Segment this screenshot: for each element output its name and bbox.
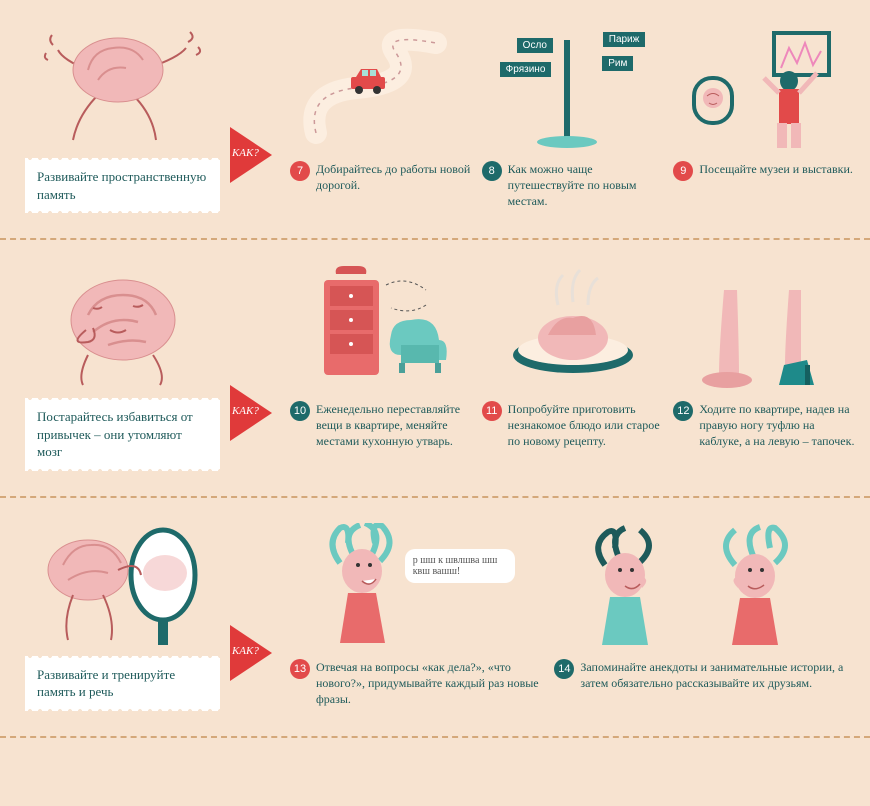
tip-text-row: 9 Посещайте музеи и выставки.: [673, 161, 855, 181]
furniture-icon: [290, 260, 472, 395]
tip-description: Как можно чаще путешествуйте по новым ме…: [508, 161, 664, 210]
shoes-icon: [673, 260, 855, 395]
speaking-person-icon: р шш к швлшва шш квш вашш!: [290, 518, 544, 653]
section-row: Развивайте простран­ственную память КАК?: [0, 0, 870, 240]
tip-text-row: 8 Как можно чаще путешествуйте по новым …: [482, 161, 664, 210]
tip-description: Отвечая на вопросы «как дела?», «что нов…: [316, 659, 544, 708]
tip-item: 12 Ходите по квартире, надев на правую н…: [673, 260, 855, 471]
tips-column: р шш к швлшва шш квш вашш! 13 Отвечая на…: [290, 518, 855, 711]
tip-description: Посещайте музеи и выставки.: [699, 161, 853, 177]
speech-bubble: р шш к швлшва шш квш вашш!: [405, 549, 515, 583]
tip-item: 7 Добирайтесь до работы новой дорогой.: [290, 20, 472, 213]
tip-number: 13: [290, 659, 310, 679]
tip-item: р шш к швлшва шш квш вашш! 13 Отвечая на…: [290, 518, 544, 711]
tip-description: Ходите по квартире, надев на правую ногу…: [699, 401, 855, 450]
how-arrow: КАК?: [230, 385, 272, 441]
caption-box: Постарайтесь избавиться от привычек – он…: [25, 398, 220, 471]
friends-talking-icon: [554, 518, 855, 653]
tip-item: Осло Париж Фрязино Рим 8 Как можно чаще …: [482, 20, 664, 213]
tip-number: 14: [554, 659, 574, 679]
tip-description: Добирайтесь до работы новой дорогой.: [316, 161, 472, 193]
tip-item: 9 Посещайте музеи и выставки.: [673, 20, 855, 213]
arrow-label: КАК?: [232, 645, 259, 657]
arrow-column: КАК?: [230, 260, 290, 471]
caption-box: Развивайте и тренируйте память и речь: [25, 656, 220, 711]
brain-illustration-tired: [33, 260, 213, 390]
tip-description: Попробуйте приго­товить незнакомое блюдо…: [508, 401, 664, 450]
dish-icon: [482, 260, 664, 395]
sign-label: Париж: [603, 32, 646, 47]
caption-text: Развивайте и тренируйте память и речь: [37, 666, 208, 701]
section-row: Развивайте и тренируйте память и речь КА…: [0, 498, 870, 738]
caption-text: Развивайте простран­ственную память: [37, 168, 208, 203]
tip-item: 11 Попробуйте приго­товить незнакомое бл…: [482, 260, 664, 471]
tip-text-row: 7 Добирайтесь до работы новой дорогой.: [290, 161, 472, 193]
road-car-icon: [290, 20, 472, 155]
tips-column: 7 Добирайтесь до работы новой дорогой. О…: [290, 20, 855, 213]
tip-item: 10 Еженедельно пере­ставляйте вещи в ква…: [290, 260, 472, 471]
sign-label: Фрязино: [500, 62, 552, 77]
arrow-column: КАК?: [230, 518, 290, 711]
tip-text-row: 12 Ходите по квартире, надев на правую н…: [673, 401, 855, 450]
arrow-label: КАК?: [232, 405, 259, 417]
caption-box: Развивайте простран­ственную память: [25, 158, 220, 213]
tip-number: 12: [673, 401, 693, 421]
tip-description: Запоминайте анекдоты и занима­тельные ис…: [580, 659, 855, 691]
left-column: Развивайте простран­ственную память: [15, 20, 230, 213]
tip-number: 8: [482, 161, 502, 181]
arrow-column: КАК?: [230, 20, 290, 213]
speech-text: р шш к швлшва шш квш вашш!: [413, 555, 498, 577]
left-column: Постарайтесь избавиться от привычек – он…: [15, 260, 230, 471]
tip-text-row: 10 Еженедельно пере­ставляйте вещи в ква…: [290, 401, 472, 450]
sign-label: Осло: [517, 38, 553, 53]
tips-column: 10 Еженедельно пере­ставляйте вещи в ква…: [290, 260, 855, 471]
section-row: Постарайтесь избавиться от привычек – он…: [0, 240, 870, 498]
tip-number: 11: [482, 401, 502, 421]
tip-number: 10: [290, 401, 310, 421]
tip-text-row: 14 Запоминайте анекдоты и занима­тельные…: [554, 659, 855, 691]
how-arrow: КАК?: [230, 625, 272, 681]
tip-number: 9: [673, 161, 693, 181]
tip-number: 7: [290, 161, 310, 181]
arrow-label: КАК?: [232, 147, 259, 159]
tip-item: 14 Запоминайте анекдоты и занима­тельные…: [554, 518, 855, 711]
signpost-icon: Осло Париж Фрязино Рим: [482, 20, 664, 155]
left-column: Развивайте и тренируйте память и речь: [15, 518, 230, 711]
tip-description: Еженедельно пере­ставляйте вещи в кварти…: [316, 401, 472, 450]
how-arrow: КАК?: [230, 127, 272, 183]
sign-label: Рим: [602, 56, 633, 71]
caption-text: Постарайтесь избавиться от привычек – он…: [37, 408, 208, 461]
museum-icon: [673, 20, 855, 155]
tip-text-row: 13 Отвечая на вопросы «как дела?», «что …: [290, 659, 544, 708]
tip-text-row: 11 Попробуйте приго­товить незнакомое бл…: [482, 401, 664, 450]
brain-illustration-mirror: [33, 518, 213, 648]
brain-illustration-jumping: [33, 20, 213, 150]
